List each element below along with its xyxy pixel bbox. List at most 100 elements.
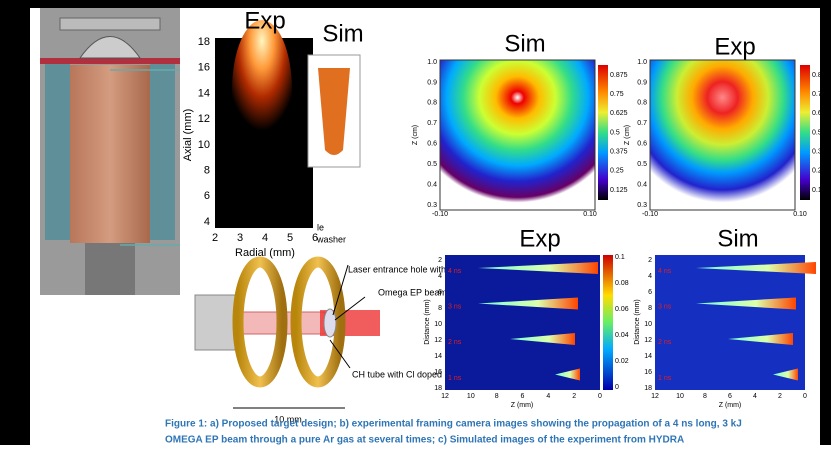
tick-label: 0.10 [583,211,597,218]
axis-label: Z (mm) [511,402,534,409]
label: Exp [244,7,285,34]
tick-label: 0.5 [812,129,822,136]
tick-label: 0.25 [812,168,826,175]
tick-label: 0.4 [427,181,437,188]
axis-label: Radial (mm) [235,247,295,259]
tick-label: 0.75 [610,91,624,98]
plume [478,297,578,310]
annotation: washer [316,234,346,244]
tick-label: 0.1 [615,254,625,261]
plume [773,368,798,381]
tick-label: 1.0 [637,59,647,66]
tick-label: 2 [572,393,576,400]
plume [478,262,598,274]
tick-label: 0.4 [637,181,647,188]
tick-label: 8 [438,305,442,312]
tick-label: 8 [495,393,499,400]
tick-label: 14 [644,353,652,360]
label: Exp [714,33,755,60]
exp-image [445,255,600,390]
tick-label: 0.625 [610,110,628,117]
exp-heatmap [650,60,795,210]
tick-label: 0.7 [427,120,437,127]
tick-label: 0.6 [427,141,437,148]
tick-label: 18 [198,36,210,48]
cad-drawing [40,8,180,295]
tick-label: 16 [644,369,652,376]
target-drawing [194,256,380,409]
tick-label: 0.9 [427,79,437,86]
tick-label: 4 ns [658,268,672,275]
tick-label: 10 [467,393,475,400]
annotation: Laser entrance hole with 10 nm Ti coatin… [348,264,515,274]
axis-label: Distance (mm) [424,299,431,345]
tick-label: 0.3 [637,202,647,209]
tick-label: 2 [438,257,442,264]
sim-heatmap [440,60,595,210]
tick-label: 14 [198,87,210,99]
tick-label: 5 [287,232,293,244]
tick-label: 0.04 [615,332,629,339]
plume [510,333,575,345]
tick-label: 10 [644,321,652,328]
plume [728,333,793,345]
tick-label: 4 [753,393,757,400]
tick-label: 0 [803,393,807,400]
plume [696,262,816,274]
tick-label: 12 [441,393,449,400]
tick-label: 4 [438,273,442,280]
tick-label: 18 [644,385,652,392]
tick-label: 8 [703,393,707,400]
label: Exp [519,225,560,252]
tick-label: 6 [648,289,652,296]
tick-label: 16 [198,62,210,74]
tick-label: 0.06 [615,306,629,313]
tick-label: 3 ns [658,304,672,311]
tick-label: 6 [312,232,318,244]
tick-label: 6 [521,393,525,400]
tick-label: 0.6 [637,141,647,148]
axis-label: Distance (mm) [634,299,641,345]
tick-label: 0.08 [615,280,629,287]
axis-label: Z (mm) [719,402,742,409]
tick-label: 12 [198,113,210,125]
tick-label: 3 [237,232,243,244]
tick-label: 4 [546,393,550,400]
colorbar [603,255,613,390]
tick-label: 0.5 [427,161,437,168]
tick-label: 3 ns [448,304,462,311]
tick-label: 2 [648,257,652,264]
tick-label: 0.75 [812,91,826,98]
tick-label: 0.7 [637,120,647,127]
plume [555,368,580,381]
label: Sim [322,20,363,47]
frame [439,59,596,211]
tick-label: 0.10 [793,211,807,218]
tick-label: 14 [434,353,442,360]
caption: Figure 1: a) Proposed target design; b) … [165,419,742,430]
axis-label: Z (cm) [624,125,631,145]
tick-label: -0.10 [642,211,658,218]
annotation: le [317,222,324,232]
tick-label: 0.5 [610,129,620,136]
tick-label: 4 ns [448,268,462,275]
tick-label: 2 [212,232,218,244]
tick-label: 1.0 [427,59,437,66]
tick-label: 18 [434,385,442,392]
tick-label: 6 [204,190,210,202]
tick-label: 0.125 [610,187,628,194]
frame [649,59,796,211]
label: Sim [504,30,545,57]
sim-plume [318,68,350,155]
tick-label: 0.5 [637,161,647,168]
tick-label: 6 [728,393,732,400]
tick-label: 0.3 [427,202,437,209]
tick-label: 0.25 [610,168,624,175]
tick-label: 12 [644,337,652,344]
tick-label: 0.125 [812,187,830,194]
axis-label: Z (cm) [412,125,419,145]
tick-label: 1 ns [658,375,672,382]
tick-label: 12 [651,393,659,400]
tick-label: 1 ns [448,375,462,382]
